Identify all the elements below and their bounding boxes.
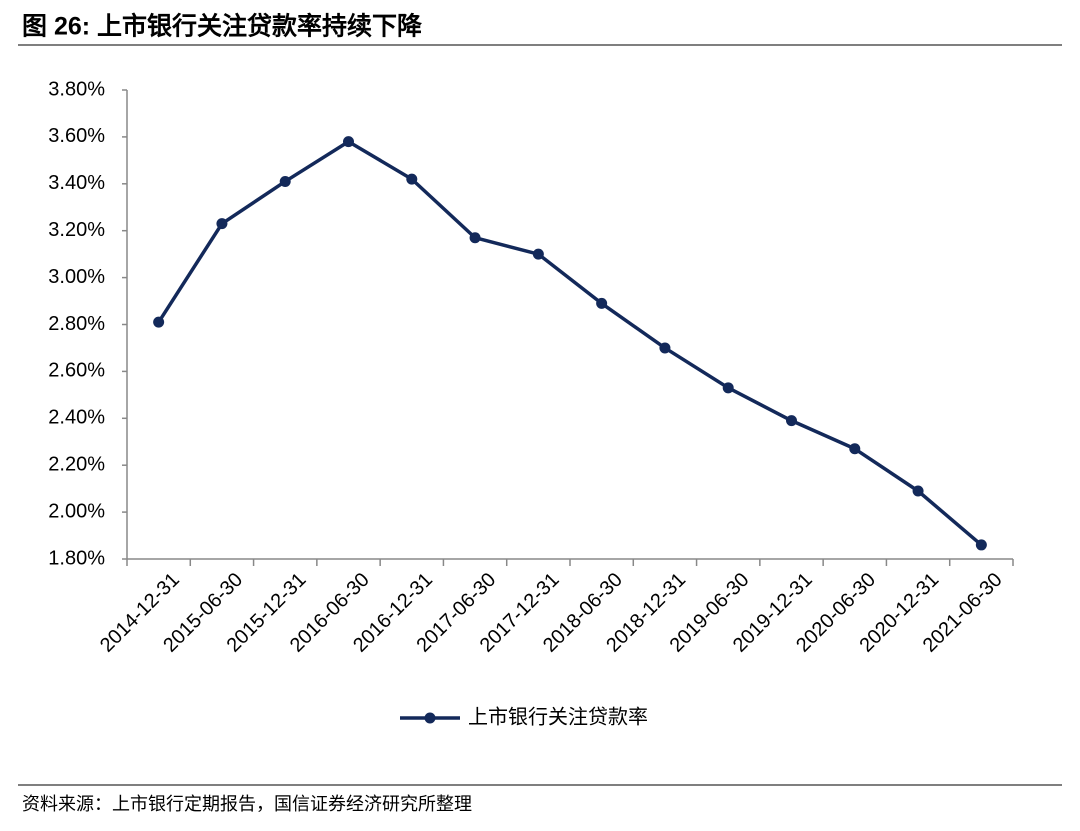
legend-label: 上市银行关注贷款率 — [468, 705, 648, 728]
y-tick-label: 3.80% — [48, 78, 105, 100]
series-line — [157, 139, 983, 547]
point-marker — [406, 173, 418, 185]
point-marker — [279, 175, 291, 187]
legend-marker — [424, 712, 436, 724]
point-marker — [722, 382, 734, 394]
y-tick-label: 3.60% — [48, 125, 105, 147]
point-marker — [216, 218, 228, 230]
y-tick-label: 3.40% — [48, 172, 105, 194]
point-marker — [786, 415, 797, 427]
point-marker — [849, 443, 861, 455]
point-marker — [912, 485, 924, 497]
point-marker — [596, 297, 608, 309]
point-marker — [975, 539, 987, 551]
y-tick-label: 3.20% — [48, 219, 105, 241]
source-note: 资料来源：上市银行定期报告，国信证券经济研究所整理 — [22, 794, 472, 814]
y-tick-label: 2.60% — [48, 360, 105, 382]
chart-title: 图 26: 上市银行关注贷款率持续下降 — [22, 12, 423, 41]
y-tick-label: 2.20% — [48, 453, 105, 475]
y-tick-label: 3.00% — [48, 266, 105, 288]
y-tick-label: 2.40% — [48, 407, 105, 429]
point-marker — [532, 248, 544, 260]
y-tick-label: 2.80% — [48, 313, 105, 335]
point-marker — [153, 316, 165, 328]
point-marker — [659, 342, 671, 354]
point-marker — [469, 232, 481, 244]
y-tick-label: 2.00% — [48, 500, 105, 522]
point-marker — [343, 136, 354, 148]
y-tick-label: 1.80% — [48, 547, 105, 569]
